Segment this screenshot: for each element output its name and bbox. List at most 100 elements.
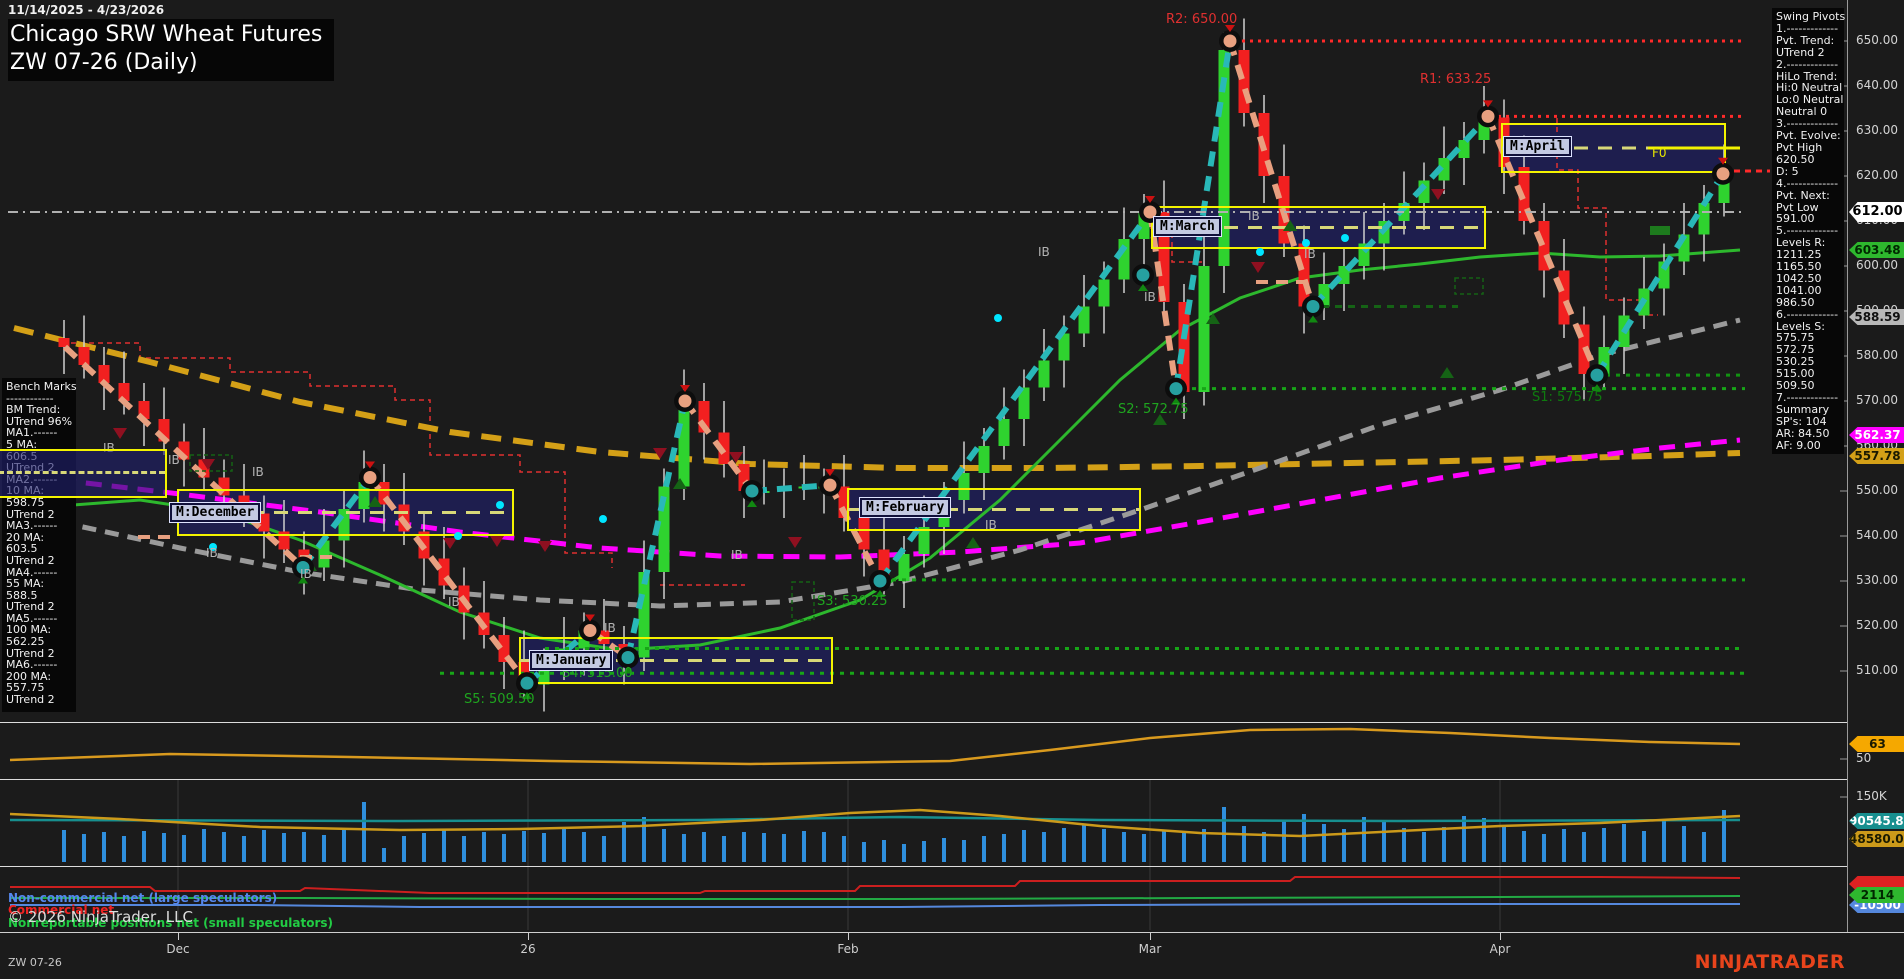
pivot-circle	[745, 484, 759, 498]
candle-body	[1078, 306, 1090, 334]
time-axis[interactable]: Dec 26 Feb Mar Apr	[0, 932, 1904, 979]
cot-legend-label: Commercial net	[8, 903, 115, 917]
candle-body	[1218, 50, 1230, 266]
swing-panel-line: AF: 9.00	[1776, 438, 1821, 452]
candle-body	[98, 365, 110, 383]
swing-panel-line: 4.-------------	[1776, 176, 1839, 190]
month-chip-february[interactable]: M:February	[860, 498, 951, 517]
price-axis[interactable]: 650.00640.00630.00620.00610.00600.00590.…	[1848, 0, 1904, 932]
cot-line-noncommercial	[10, 903, 1740, 908]
candle-body	[1718, 176, 1730, 203]
swing-zigzag-segment	[1594, 172, 1726, 377]
swing-panel-line: 591.00	[1776, 212, 1815, 226]
bench-panel-line: 588.5	[6, 588, 38, 602]
pivot-low-arrow	[747, 500, 757, 507]
down-triangle-marker	[538, 541, 552, 552]
pivot-high-arrow	[1225, 25, 1235, 32]
candle-body	[658, 486, 670, 572]
down-triangle-marker	[1431, 189, 1445, 200]
bench-panel-line: UTrend 2	[6, 693, 55, 707]
stop-ladder-line	[62, 342, 613, 568]
bench-panel-line: 557.75	[6, 681, 45, 695]
cyan-dot-marker	[994, 314, 1002, 322]
month-chip-april[interactable]: M:April	[1504, 137, 1571, 156]
swing-zigzag-segment	[625, 400, 688, 659]
month-chip-march[interactable]: M:March	[1154, 217, 1221, 236]
swing-zigzag-segment	[1173, 40, 1233, 390]
swing-panel-line: 1211.25	[1776, 248, 1822, 262]
candle-body	[258, 513, 270, 532]
chart-title-line2: ZW 07-26 (Daily)	[10, 50, 198, 75]
price-tick-label: 640.00	[1856, 78, 1898, 92]
swing-panel-line: Pvt. Evolve:	[1776, 129, 1841, 143]
pivot-low-arrow	[522, 692, 532, 700]
swing-panel-line: 3.-------------	[1776, 117, 1839, 131]
date-range: 11/14/2025 - 4/23/2026	[8, 3, 165, 17]
ma55-tag: 588.59	[1849, 309, 1904, 325]
panel2-indicator-line	[9, 727, 1741, 766]
swing-zigzag-segment	[682, 399, 755, 493]
volume-avg-tag: 90545.84	[1849, 813, 1904, 829]
cyan-dot-marker	[1341, 234, 1349, 242]
pivot-high-arrow	[365, 461, 375, 469]
chart-title: Chicago SRW Wheat Futures ZW 07-26 (Daily…	[8, 19, 335, 81]
pivot-circle	[363, 471, 377, 484]
candle-body	[438, 558, 450, 586]
pivot-circle	[823, 478, 837, 492]
swing-zigzag-segment	[62, 344, 306, 570]
up-triangle-marker	[1440, 367, 1454, 378]
time-tick-mark	[1500, 933, 1501, 940]
candle-body	[838, 486, 850, 518]
candle-body	[1118, 239, 1130, 280]
bench-panel-line: 598.75	[6, 495, 45, 509]
month-chip-december[interactable]: M:December	[170, 503, 261, 522]
swing-panel-line: 1041.00	[1776, 283, 1822, 297]
bench-panel-line: 603.5	[6, 542, 38, 556]
swing-panel-line: 2.-------------	[1776, 57, 1839, 71]
candle-body	[738, 464, 750, 491]
chart-canvas[interactable]	[0, 0, 1848, 932]
pivot-circle	[1481, 109, 1495, 123]
ib-label: IB	[103, 441, 115, 455]
up-triangle-marker	[673, 478, 687, 489]
ninjatrader-logo: NINJATRADER	[1694, 951, 1845, 973]
swing-panel-line: 530.25	[1776, 355, 1815, 369]
ib-label: IB	[206, 546, 218, 560]
candle-body	[178, 441, 190, 460]
bench-panel-line: MA1.------	[6, 426, 58, 440]
pivot-high-arrow	[1145, 196, 1155, 203]
time-tick-mark	[528, 933, 529, 940]
sr-label: S5: 509.50	[464, 692, 535, 707]
candle-body	[1538, 221, 1550, 271]
bench-panel-line: 5 MA:	[6, 437, 38, 451]
cyan-dot-marker	[496, 501, 504, 509]
swing-panel-line: 1.-------------	[1776, 21, 1839, 35]
swing-panel-line: 7.-------------	[1776, 391, 1839, 404]
cyan-dot-marker	[209, 543, 217, 551]
up-triangle-marker	[368, 496, 382, 507]
time-tick-mark	[178, 933, 179, 940]
swing-zigzag-segment	[1147, 211, 1179, 390]
swing-panel-line: Pvt. Next:	[1776, 188, 1830, 202]
price-tick-label: 530.00	[1856, 573, 1898, 587]
candle-body	[278, 531, 290, 550]
candle-body	[158, 419, 170, 442]
month-chip-january[interactable]: M:January	[530, 651, 613, 670]
green-dash-zone	[189, 454, 233, 472]
pivot-circle	[1590, 368, 1604, 382]
candle-body	[338, 509, 350, 541]
month-box-november[interactable]	[0, 449, 167, 498]
swing-panel-line: Pvt High	[1776, 140, 1823, 154]
candle-body	[878, 549, 890, 581]
chart-title-line1: Chicago SRW Wheat Futures	[10, 22, 323, 47]
swing-panel-line: D: 5	[1776, 164, 1799, 178]
candle-body	[1098, 279, 1110, 307]
candle-body	[978, 446, 990, 473]
pivot-circle	[520, 676, 534, 690]
copyright-text: © 2026 NinjaTrader, LLC	[8, 908, 193, 926]
swing-panel-line: Neutral 0	[1776, 105, 1828, 119]
nonreportable-net-tag: 2114	[1849, 887, 1904, 903]
pivot-circle	[583, 624, 597, 637]
down-triangle-marker	[729, 452, 743, 463]
swing-zigzag-segment	[300, 475, 373, 570]
